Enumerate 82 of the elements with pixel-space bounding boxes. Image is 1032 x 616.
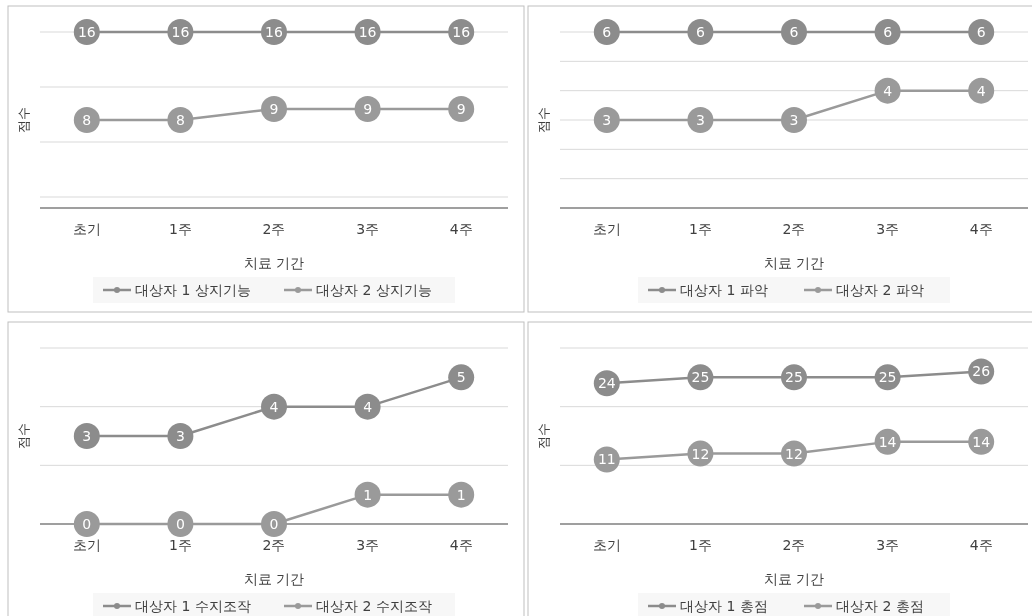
data-label: 0: [269, 516, 279, 532]
data-label: 16: [358, 24, 377, 40]
legend-label: 대상자 1 파악: [680, 282, 768, 298]
data-label: 4: [269, 398, 279, 415]
legend-label: 대상자 1 총점: [680, 598, 768, 614]
data-label: 3: [789, 112, 799, 128]
data-label: 6: [789, 24, 799, 40]
point: [448, 364, 475, 391]
legend-label: 대상자 2 상지기능: [316, 282, 432, 298]
data-label: 25: [691, 369, 710, 386]
y-axis-title: 점수: [16, 107, 31, 133]
data-label: 6: [602, 24, 612, 40]
data-label: 4: [976, 82, 986, 99]
data-label: 16: [77, 24, 96, 40]
legend-label: 대상자 1 상지기능: [135, 282, 251, 298]
x-tick-label: 3주: [876, 537, 900, 553]
data-label: 8: [175, 112, 185, 128]
data-label: 14: [972, 433, 991, 450]
x-axis-title: 치료 기간: [763, 571, 825, 587]
data-label: 9: [456, 101, 466, 117]
data-label: 25: [878, 369, 897, 386]
data-label: 3: [175, 428, 185, 444]
data-label: 3: [695, 112, 705, 128]
x-axis-title: 치료 기간: [243, 255, 305, 271]
y-axis-title: 점수: [16, 423, 31, 449]
point: [73, 423, 100, 449]
point: [167, 511, 194, 537]
data-label: 5: [456, 369, 466, 386]
x-tick-label: 1주: [168, 537, 192, 553]
data-label: 1: [363, 486, 373, 503]
x-tick-label: 1주: [688, 537, 712, 553]
x-tick-label: 3주: [876, 221, 900, 237]
data-label: 6: [976, 24, 986, 40]
data-label: 6: [695, 24, 705, 40]
legend-label: 대상자 1 수지조작: [135, 598, 251, 614]
x-tick-label: 4주: [969, 221, 993, 237]
x-axis-title: 치료 기간: [763, 255, 825, 271]
x-tick-label: 4주: [449, 221, 473, 237]
x-axis-title: 치료 기간: [243, 571, 305, 587]
point: [354, 481, 381, 508]
data-label: 0: [175, 516, 185, 532]
legend-label: 대상자 2 총점: [836, 598, 924, 614]
x-tick-label: 2주: [262, 537, 286, 553]
x-tick-label: 초기: [592, 221, 621, 237]
x-tick-label: 4주: [449, 537, 473, 553]
x-tick-label: 2주: [782, 221, 806, 237]
x-tick-label: 4주: [969, 537, 993, 553]
data-label: 12: [691, 445, 710, 462]
x-tick-label: 초기: [72, 537, 101, 553]
x-tick-label: 초기: [72, 221, 101, 237]
data-label: 11: [597, 451, 616, 468]
x-tick-label: 1주: [688, 221, 712, 237]
data-label: 16: [171, 24, 190, 40]
data-label: 16: [452, 24, 471, 40]
data-label: 3: [602, 112, 612, 128]
legend-label: 대상자 2 수지조작: [316, 598, 432, 614]
point: [448, 481, 475, 508]
data-label: 12: [785, 445, 803, 462]
data-label: 9: [363, 101, 373, 117]
y-axis-title: 점수: [536, 107, 551, 133]
x-tick-label: 1주: [168, 221, 192, 237]
data-label: 24: [597, 375, 616, 392]
legend-label: 대상자 2 파악: [836, 282, 924, 298]
data-label: 4: [363, 398, 373, 415]
point: [167, 423, 194, 449]
data-label: 14: [878, 433, 897, 450]
y-axis-title: 점수: [536, 423, 551, 449]
x-tick-label: 2주: [782, 537, 806, 553]
data-label: 8: [82, 112, 92, 128]
data-label: 6: [883, 24, 893, 40]
x-tick-label: 3주: [356, 537, 380, 553]
data-label: 26: [972, 363, 991, 380]
x-tick-label: 3주: [356, 221, 380, 237]
data-label: 0: [82, 516, 92, 532]
data-label: 3: [82, 428, 92, 444]
data-label: 9: [269, 101, 279, 117]
data-label: 16: [265, 24, 283, 40]
x-tick-label: 초기: [592, 537, 621, 553]
data-label: 1: [456, 486, 466, 503]
data-label: 4: [883, 82, 893, 99]
data-label: 25: [785, 369, 803, 386]
x-tick-label: 2주: [262, 221, 286, 237]
